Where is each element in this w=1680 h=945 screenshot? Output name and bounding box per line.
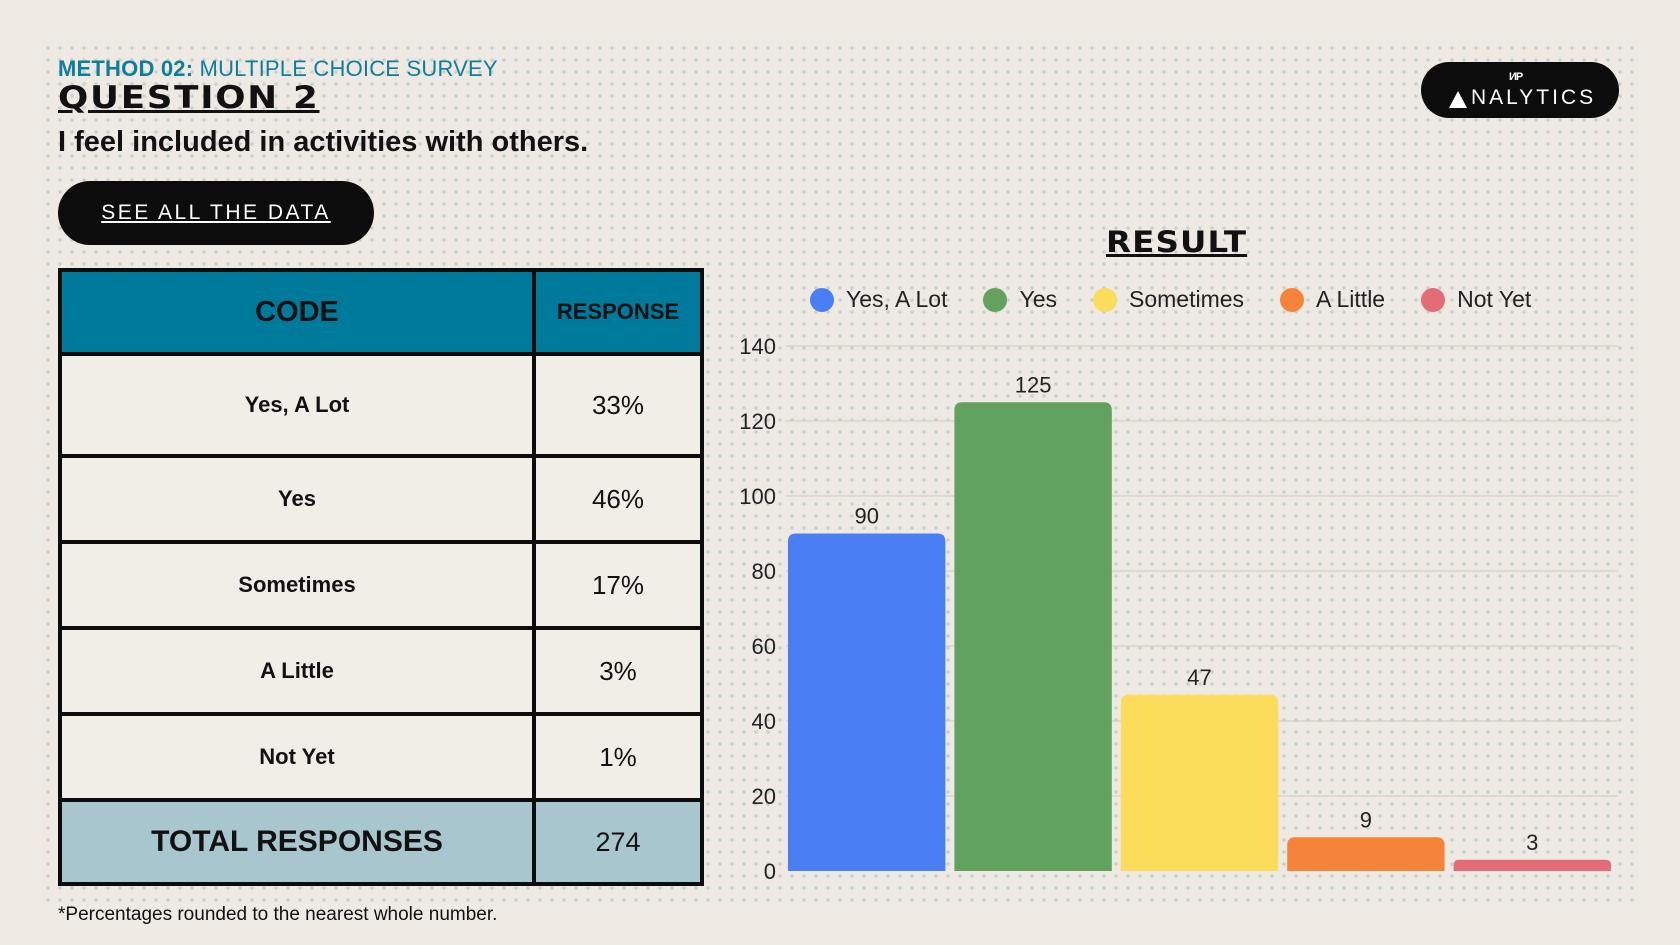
legend-item: Yes, A Lot	[810, 286, 947, 313]
bar	[1453, 859, 1611, 871]
code-header: CODE	[58, 268, 536, 356]
row-response: 1%	[532, 712, 704, 802]
table-row: Yes, A Lot 33%	[58, 352, 704, 458]
footnote: *Percentages rounded to the nearest whol…	[58, 904, 498, 925]
response-table: CODE RESPONSE Yes, A Lot 33% Yes 46% Som…	[58, 268, 704, 886]
bar	[954, 402, 1112, 871]
table-row: Yes 46%	[58, 454, 704, 544]
logo-text: NALYTICS	[1471, 86, 1597, 109]
legend-dot	[1093, 287, 1117, 312]
legend-item: Yes	[983, 286, 1057, 313]
bar	[1120, 694, 1279, 871]
legend-dot	[983, 287, 1008, 312]
legend-label: Not Yet	[1457, 286, 1532, 312]
question-title: QUESTION 2	[58, 80, 320, 116]
response-header: RESPONSE	[532, 268, 704, 356]
total-label: TOTAL RESPONSES	[58, 798, 536, 886]
legend-label: A Little	[1316, 286, 1386, 312]
bar	[788, 533, 946, 871]
legend-dot	[810, 287, 834, 312]
logo-a-icon	[1449, 91, 1467, 108]
table-header-row: CODE RESPONSE	[58, 268, 704, 356]
legend-label: Yes	[1019, 286, 1057, 312]
row-code: Sometimes	[58, 540, 536, 630]
y-tick-label: 120	[739, 409, 776, 434]
legend-item: Sometimes	[1093, 286, 1244, 313]
total-value: 274	[532, 798, 704, 886]
y-tick-label: 60	[752, 634, 776, 659]
y-tick-label: 80	[752, 559, 776, 584]
method-label: METHOD 02: MULTIPLE CHOICE SURVEY	[58, 56, 498, 81]
question-text: I feel included in activities with other…	[58, 126, 589, 158]
row-response: 3%	[532, 626, 704, 716]
row-response: 17%	[532, 540, 704, 630]
y-tick-label: 140	[739, 334, 776, 359]
row-code: Not Yet	[58, 712, 536, 802]
logo-mark: ИP	[1509, 71, 1523, 83]
y-tick-label: 0	[764, 859, 776, 884]
see-all-data-button[interactable]: SEE ALL THE DATA	[58, 181, 374, 245]
row-code: Yes	[58, 454, 536, 544]
row-response: 46%	[532, 454, 704, 544]
y-tick-label: 100	[739, 484, 776, 509]
bar	[1287, 837, 1445, 871]
bar-chart: 0 20 40 60 80 100 120 140 90 125 47 9 3	[739, 334, 1618, 884]
table-row: A Little 3%	[58, 626, 704, 716]
y-tick-label: 20	[752, 784, 776, 809]
data-label: 90	[854, 504, 878, 529]
legend-item: A Little	[1280, 286, 1385, 313]
row-response: 33%	[532, 352, 704, 458]
legend-label: Sometimes	[1129, 286, 1245, 312]
table-row: Sometimes 17%	[58, 540, 704, 630]
data-label: 125	[1015, 372, 1052, 397]
legend-item: Not Yet	[1421, 286, 1531, 313]
row-code: A Little	[58, 626, 536, 716]
table-row: Not Yet 1%	[58, 712, 704, 802]
legend-dot	[1280, 287, 1305, 312]
legend-dot	[1421, 287, 1446, 312]
data-label: 9	[1360, 807, 1372, 832]
row-code: Yes, A Lot	[58, 352, 536, 458]
chart-title: RESULT	[1106, 225, 1248, 259]
chart-legend: Yes, A Lot Yes Sometimes A Little Not Ye…	[810, 286, 1531, 313]
data-label: 47	[1187, 665, 1211, 690]
legend-label: Yes, A Lot	[846, 286, 948, 312]
analytics-logo: ИP NALYTICS	[1421, 62, 1619, 118]
data-label: 3	[1526, 830, 1538, 855]
y-tick-label: 40	[752, 709, 776, 734]
total-row: TOTAL RESPONSES 274	[58, 798, 704, 886]
